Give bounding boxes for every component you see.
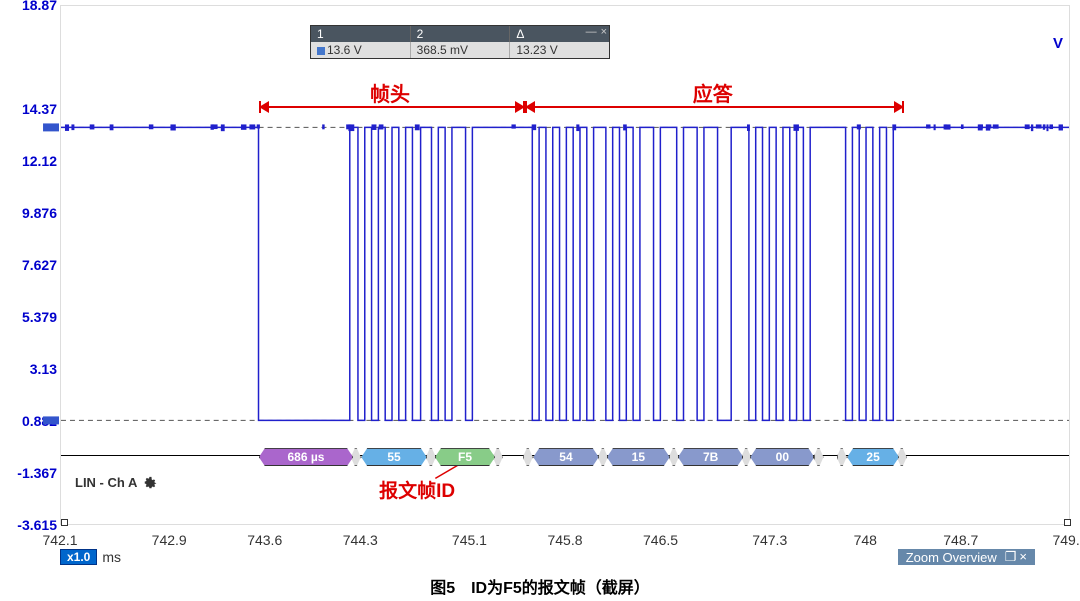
y-tick-label: 18.87 [22,0,57,13]
x-tick-label: 745.8 [547,532,582,548]
zoom-overview-panel[interactable]: Zoom Overview ❐ × [898,549,1035,565]
decode-byte-block[interactable]: 00 [750,448,814,466]
x-unit-section: x1.0 ms [60,549,121,565]
oscilloscope-chart: — × 12Δ 13.6 V368.5 mV13.23 V 18.8714.37… [5,5,1075,560]
x-tick-label: 748.7 [943,532,978,548]
figure-caption: 图5 ID为F5的报文帧（截屏） [0,574,1080,598]
y-tick-label: 14.37 [22,101,57,117]
gear-icon[interactable] [143,476,157,490]
decode-byte-block[interactable]: 55 [361,448,427,466]
frame-id-annotation: 报文帧ID [379,476,455,503]
lin-channel-text: LIN - Ch A [75,475,137,490]
decode-byte-block[interactable]: 25 [847,448,899,466]
y-tick-label: 12.12 [22,153,57,169]
annotation-label: 帧头 [370,78,410,107]
x-tick-label: 744.3 [343,532,378,548]
y-tick-label: -3.615 [17,517,57,533]
annotation-label: 应答 [693,78,733,107]
plot-area[interactable]: 686 µs 55 F5 54 15 7B 00 25 帧头 应答报文帧ID [60,5,1070,525]
y-tick-label: 9.876 [22,205,57,221]
decode-byte-block[interactable]: 7B [678,448,744,466]
y-tick-label: 5.379 [22,309,57,325]
y-axis: 18.8714.3712.129.8767.6275.3793.130.882-… [5,5,60,560]
scale-handle[interactable] [61,519,68,526]
decode-byte-block[interactable]: 15 [607,448,670,466]
x-tick-label: 743.6 [247,532,282,548]
decode-byte-block[interactable]: F5 [435,448,495,466]
decode-byte-block[interactable]: 54 [533,448,599,466]
x-axis: 742.1742.9743.6744.3745.1745.8746.5747.3… [60,532,1075,550]
x-axis-unit: ms [102,549,121,565]
y-tick-label: 3.13 [30,361,57,377]
x-tick-label: 748 [854,532,877,548]
x-tick-label: 746.5 [643,532,678,548]
x-tick-label: 742.9 [152,532,187,548]
decode-byte-block[interactable]: 686 µs [259,448,353,466]
scale-handle[interactable] [1064,519,1071,526]
zoom-badge[interactable]: x1.0 [60,549,97,565]
x-tick-label: 745.1 [452,532,487,548]
x-tick-label: 747.3 [752,532,787,548]
x-tick-label: 742.1 [42,532,77,548]
x-tick-label: 749.5 [1052,532,1080,548]
y-tick-label: 7.627 [22,257,57,273]
close-icon[interactable]: × [1019,549,1027,565]
restore-icon[interactable]: ❐ [1005,549,1017,565]
y-tick-label: -1.367 [17,465,57,481]
zoom-overview-label: Zoom Overview [906,550,997,565]
lin-channel-label[interactable]: LIN - Ch A [75,475,157,490]
